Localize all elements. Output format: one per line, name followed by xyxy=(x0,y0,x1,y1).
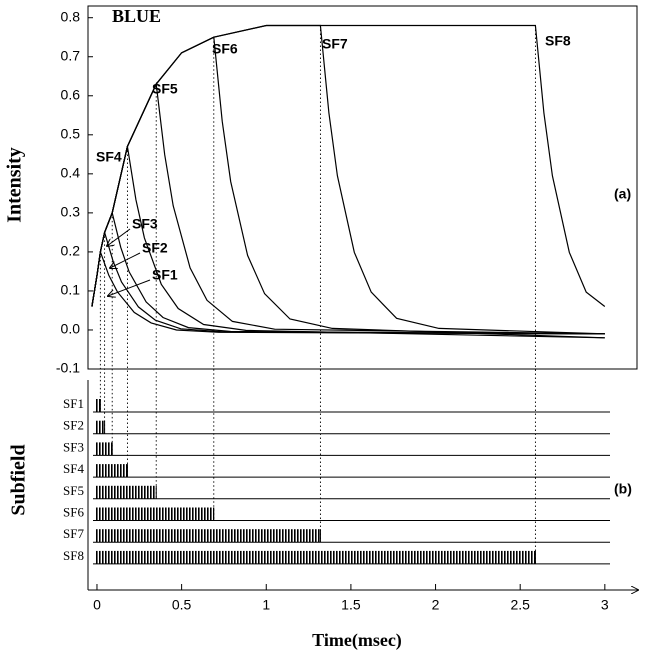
y-tick-label: 0.6 xyxy=(61,86,81,102)
x-tick-label: 0.5 xyxy=(172,597,192,613)
panel-annotation: (a) xyxy=(614,186,631,202)
pulse-train xyxy=(95,420,105,434)
pulse-train xyxy=(95,507,214,521)
intensity-curve xyxy=(91,24,606,307)
x-tick-label: 3 xyxy=(601,597,609,613)
y-tick-label: 0.2 xyxy=(61,243,81,259)
y-tick-label: 0.7 xyxy=(61,47,81,63)
row-label: SF7 xyxy=(63,526,84,541)
row-label: SF6 xyxy=(63,504,84,519)
panel-annotation: (b) xyxy=(614,481,632,497)
label-pointer xyxy=(107,228,131,246)
y-tick-label: 0.0 xyxy=(61,321,81,337)
y-axis-label: Subfield xyxy=(8,444,30,515)
y-tick-label: -0.1 xyxy=(56,360,80,376)
row-label: SF5 xyxy=(63,483,84,498)
x-tick-label: 1 xyxy=(262,597,270,613)
series-label: SF3 xyxy=(132,216,158,232)
x-tick-label: 1.5 xyxy=(341,597,361,613)
series-label: SF5 xyxy=(152,81,178,97)
pulse-train xyxy=(95,442,113,456)
row-label: SF8 xyxy=(63,548,84,563)
row-label: SF4 xyxy=(63,461,84,476)
label-pointer xyxy=(108,279,151,296)
pulse-train xyxy=(95,550,536,564)
intensity-curve xyxy=(91,81,605,335)
series-label: SF1 xyxy=(152,267,178,283)
intensity-curve xyxy=(91,146,605,339)
series-label: SF7 xyxy=(322,36,348,52)
row-label: SF2 xyxy=(63,418,84,433)
x-tick-label: 2 xyxy=(432,597,440,613)
chart-title: BLUE xyxy=(112,6,161,26)
y-axis-label: Intensity xyxy=(4,147,26,223)
x-tick-label: 2.5 xyxy=(510,597,530,613)
series-label: SF2 xyxy=(142,240,168,256)
plot-frame xyxy=(87,5,638,370)
pulse-train xyxy=(95,529,321,543)
x-axis-label: Time(msec) xyxy=(312,630,402,651)
row-label: SF1 xyxy=(63,396,84,411)
pulse-train xyxy=(95,399,101,412)
pulse-train xyxy=(95,464,128,478)
y-tick-label: 0.5 xyxy=(61,126,81,142)
series-label: SF8 xyxy=(545,33,571,49)
y-tick-label: 0.4 xyxy=(61,165,81,181)
series-label: SF4 xyxy=(96,149,122,165)
pulse-train xyxy=(95,485,157,499)
x-tick-label: 0 xyxy=(93,597,101,613)
intensity-curve xyxy=(91,251,605,335)
row-label: SF3 xyxy=(63,439,84,454)
y-tick-label: 0.1 xyxy=(61,282,81,298)
y-tick-label: 0.8 xyxy=(61,8,81,24)
series-label: SF6 xyxy=(212,41,238,57)
label-pointer xyxy=(110,252,141,268)
intensity-curve xyxy=(91,232,605,335)
y-tick-label: 0.3 xyxy=(61,204,81,220)
